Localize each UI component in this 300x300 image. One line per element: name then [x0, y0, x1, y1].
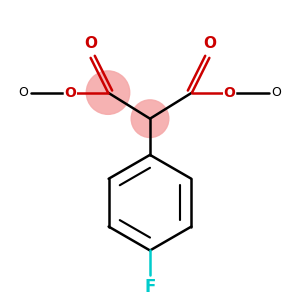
Text: O: O	[224, 85, 236, 100]
Text: O: O	[19, 86, 28, 99]
Text: O: O	[84, 36, 97, 51]
Text: O: O	[203, 36, 216, 51]
Text: O: O	[272, 86, 281, 99]
Circle shape	[86, 71, 130, 114]
Circle shape	[131, 100, 169, 137]
Text: F: F	[144, 278, 156, 296]
Text: O: O	[64, 85, 76, 100]
